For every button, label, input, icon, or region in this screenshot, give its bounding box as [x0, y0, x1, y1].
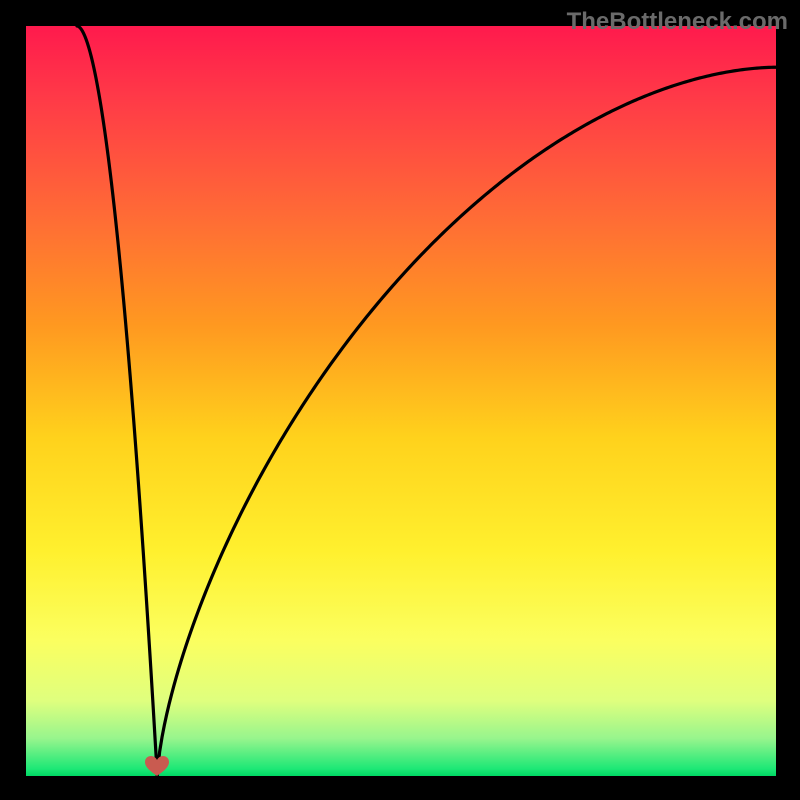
heart-icon: [145, 756, 169, 776]
watermark-text: TheBottleneck.com: [567, 8, 788, 36]
plot-area: [26, 26, 776, 776]
chart-container: TheBottleneck.com: [0, 0, 800, 800]
optimal-marker: [142, 754, 172, 778]
bottleneck-curve: [77, 26, 776, 776]
curve-overlay: [26, 26, 776, 776]
